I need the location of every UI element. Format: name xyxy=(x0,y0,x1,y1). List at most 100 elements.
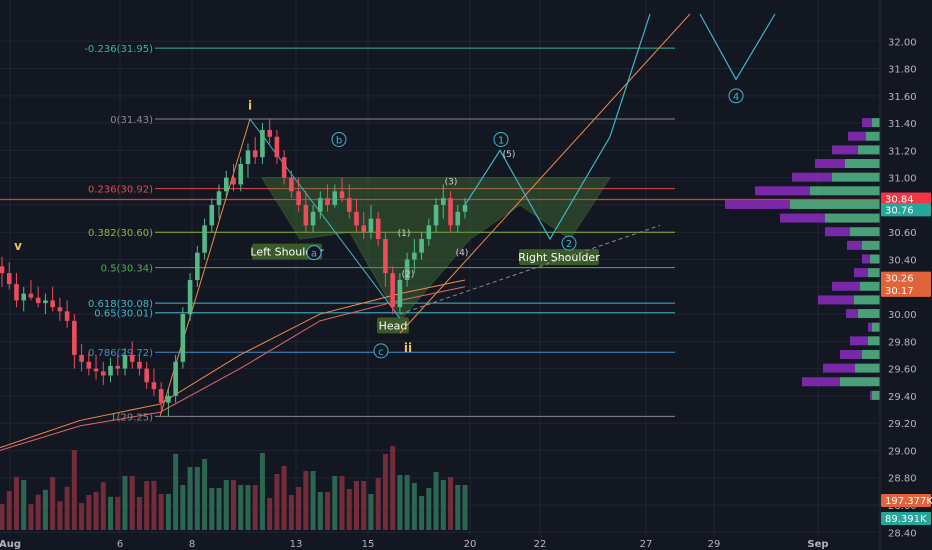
x-tick-label: Aug xyxy=(0,539,21,550)
candle[interactable] xyxy=(35,297,41,304)
y-tick-label: 31.80 xyxy=(888,65,917,76)
volume-bar xyxy=(390,446,396,530)
volume-bar xyxy=(245,485,251,530)
candle[interactable] xyxy=(238,164,244,185)
wave-projection[interactable] xyxy=(699,13,776,81)
candle[interactable] xyxy=(122,354,128,369)
candle[interactable] xyxy=(115,365,121,369)
candlesticks[interactable] xyxy=(0,119,468,417)
candle[interactable] xyxy=(440,198,446,205)
candle[interactable] xyxy=(151,382,157,390)
candle[interactable] xyxy=(21,293,27,301)
y-tick-label: 30.00 xyxy=(888,310,917,321)
candle[interactable] xyxy=(397,279,403,308)
candle[interactable] xyxy=(72,320,77,355)
wave-label-circle xyxy=(728,88,744,104)
volume-bar xyxy=(151,481,157,530)
wave-projection[interactable] xyxy=(464,13,651,241)
candle[interactable] xyxy=(187,279,193,315)
volume-bar xyxy=(13,476,19,530)
candle[interactable] xyxy=(303,204,309,226)
candle[interactable] xyxy=(43,300,48,304)
candle[interactable] xyxy=(245,150,251,165)
candle[interactable] xyxy=(332,191,338,205)
candle[interactable] xyxy=(79,354,84,362)
volume-bar xyxy=(325,492,331,530)
candle[interactable] xyxy=(462,204,468,212)
volume-bars xyxy=(0,446,468,530)
candle[interactable] xyxy=(0,266,5,274)
candle[interactable] xyxy=(86,361,92,369)
candle[interactable] xyxy=(64,311,70,321)
candle[interactable] xyxy=(289,177,294,192)
candle[interactable] xyxy=(296,191,301,205)
projection-line[interactable] xyxy=(399,224,661,315)
profile-bar-down xyxy=(868,322,872,332)
candle[interactable] xyxy=(368,218,374,233)
x-tick-label: 8 xyxy=(189,539,195,550)
candle[interactable] xyxy=(426,225,432,240)
candle[interactable] xyxy=(412,252,417,260)
candle[interactable] xyxy=(129,354,135,362)
candle[interactable] xyxy=(375,218,381,240)
candle[interactable] xyxy=(346,198,352,212)
candle[interactable] xyxy=(390,273,395,308)
candle[interactable] xyxy=(202,225,207,253)
candle[interactable] xyxy=(252,150,258,158)
candle[interactable] xyxy=(180,314,186,362)
candle[interactable] xyxy=(448,198,453,226)
profile-bar-down xyxy=(854,268,868,278)
candle[interactable] xyxy=(260,129,265,158)
candle[interactable] xyxy=(404,259,410,280)
wave-label: 4 xyxy=(733,92,739,103)
candle[interactable] xyxy=(325,198,330,205)
candle[interactable] xyxy=(195,252,200,280)
y-tick-label: 32.00 xyxy=(888,37,917,48)
volume-bar xyxy=(426,488,432,530)
candle[interactable] xyxy=(339,191,345,199)
candle[interactable] xyxy=(267,129,272,137)
candle[interactable] xyxy=(173,361,178,396)
fib-level-label: 0.5(30.34) xyxy=(101,264,153,275)
volume-bar xyxy=(419,496,425,530)
candle[interactable] xyxy=(383,239,388,274)
candle[interactable] xyxy=(216,191,222,205)
candle[interactable] xyxy=(50,300,55,308)
candle[interactable] xyxy=(318,198,323,212)
candle[interactable] xyxy=(354,211,359,226)
candle[interactable] xyxy=(28,293,34,298)
candle[interactable] xyxy=(310,211,316,226)
candle[interactable] xyxy=(108,365,113,376)
y-tick-label: 29.00 xyxy=(888,446,917,457)
candle[interactable] xyxy=(6,273,12,285)
profile-bar-up xyxy=(840,377,880,387)
candle[interactable] xyxy=(57,307,63,312)
candle[interactable] xyxy=(166,395,171,403)
profile-bar-up xyxy=(790,199,880,209)
candle[interactable] xyxy=(361,225,367,233)
candle[interactable] xyxy=(231,177,236,185)
candle[interactable] xyxy=(281,157,287,178)
candle[interactable] xyxy=(209,204,215,226)
candle[interactable] xyxy=(137,361,142,369)
candle[interactable] xyxy=(144,368,149,383)
trend-line[interactable] xyxy=(399,13,691,334)
candle[interactable] xyxy=(158,389,164,403)
candle[interactable] xyxy=(433,204,439,226)
candle[interactable] xyxy=(93,368,99,372)
fibonacci-retracement[interactable]: -0.236(31.95) 0(31.43) 0.236(30.92) 0.382(3… xyxy=(0,44,880,423)
candle[interactable] xyxy=(223,177,229,192)
profile-bar-down xyxy=(815,159,845,169)
profile-bar-up xyxy=(858,309,880,319)
candle[interactable] xyxy=(100,371,106,376)
candle[interactable] xyxy=(274,136,280,158)
candle[interactable] xyxy=(419,239,424,253)
wave-label: 2 xyxy=(566,239,572,250)
candle[interactable] xyxy=(455,211,461,226)
candle[interactable] xyxy=(14,284,19,301)
volume-bar xyxy=(86,495,92,530)
volume-bar xyxy=(433,472,439,530)
